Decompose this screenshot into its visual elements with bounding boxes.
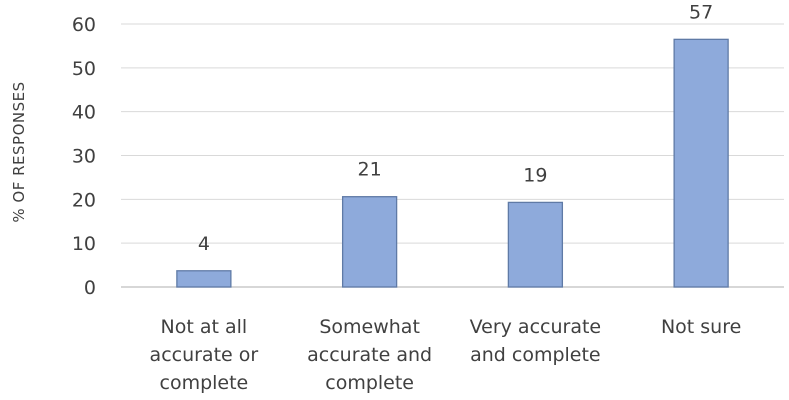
category-label: Somewhat bbox=[319, 316, 420, 338]
category-label: Very accurate bbox=[470, 316, 601, 338]
y-axis-label: % OF RESPONSES bbox=[10, 81, 28, 222]
data-label: 21 bbox=[358, 159, 382, 181]
data-label: 4 bbox=[198, 233, 210, 255]
category-label: Not at all bbox=[161, 316, 248, 338]
data-label: 57 bbox=[689, 1, 713, 23]
y-tick-label: 0 bbox=[84, 277, 96, 299]
bar bbox=[507, 201, 564, 288]
y-tick-label: 10 bbox=[72, 233, 96, 255]
bar bbox=[176, 270, 232, 288]
y-tick-label: 40 bbox=[72, 102, 96, 124]
y-tick-label: 60 bbox=[72, 14, 96, 36]
category-label: Not sure bbox=[661, 316, 741, 338]
data-labels: 4 21 19 57 bbox=[198, 1, 713, 254]
y-tick-label: 20 bbox=[72, 189, 96, 211]
x-axis-categories: Not at all accurate or complete Somewhat acc… bbox=[150, 316, 742, 394]
bar bbox=[341, 196, 398, 288]
y-axis-ticks: 0 10 20 30 40 50 60 bbox=[72, 14, 96, 299]
y-tick-label: 30 bbox=[72, 146, 96, 168]
category-label: complete bbox=[160, 372, 249, 394]
category-label: complete bbox=[325, 372, 414, 394]
bars bbox=[176, 38, 729, 288]
category-label: accurate or bbox=[150, 344, 259, 366]
bar bbox=[673, 38, 729, 288]
category-label: accurate and bbox=[307, 344, 432, 366]
data-label: 19 bbox=[523, 164, 547, 186]
y-tick-label: 50 bbox=[72, 58, 96, 80]
category-label: and complete bbox=[470, 344, 601, 366]
